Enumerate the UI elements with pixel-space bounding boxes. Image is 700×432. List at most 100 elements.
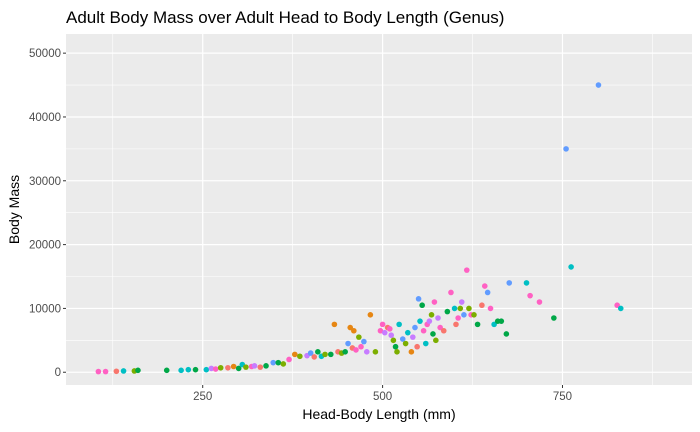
scatter-point — [399, 336, 406, 342]
scatter-point — [342, 349, 348, 355]
scatter-point — [498, 318, 505, 324]
scatter-point — [192, 366, 199, 373]
scatter-point — [102, 368, 109, 375]
scatter-point — [466, 305, 472, 312]
y-tick-label: 20000 — [29, 240, 61, 252]
scatter-point — [163, 367, 170, 374]
scatter-point — [251, 363, 258, 369]
scatter-point — [178, 367, 184, 374]
scatter-point — [363, 349, 370, 355]
scatter-point — [331, 321, 338, 328]
scatter-point — [361, 338, 367, 345]
scatter-point — [595, 82, 602, 88]
scatter-point — [471, 312, 477, 318]
scatter-point — [417, 318, 423, 324]
y-tick-label: 50000 — [29, 48, 61, 60]
scatter-point — [257, 364, 264, 370]
scatter-point — [444, 308, 451, 315]
grid-minor-lines — [66, 34, 692, 385]
scatter-point — [422, 340, 429, 347]
scatter-point — [431, 299, 438, 305]
y-tick-label: 10000 — [29, 303, 61, 315]
scatter-point — [551, 315, 557, 321]
scatter-point — [212, 366, 219, 372]
scatter-point — [402, 340, 409, 347]
scatter-point — [263, 363, 269, 369]
scatter-point — [217, 364, 224, 371]
scatter-point — [491, 321, 497, 328]
scatter-point — [396, 321, 402, 328]
chart-title: Adult Body Mass over Adult Head to Body … — [66, 8, 504, 27]
scatter-point — [347, 324, 354, 331]
scatter-point — [415, 296, 422, 302]
scatter-point — [412, 324, 418, 331]
scatter-point — [568, 264, 574, 270]
scatter-point — [286, 356, 292, 363]
scatter-point — [322, 351, 328, 358]
scatter-point — [292, 351, 298, 358]
scatter-point — [484, 289, 491, 296]
scatter-point — [381, 329, 388, 336]
scatter-point — [113, 368, 120, 375]
scatter-point — [426, 318, 433, 324]
scatter-point — [235, 365, 242, 372]
scatter-point — [243, 364, 249, 370]
scatter-point — [280, 361, 287, 367]
scatter-point — [457, 305, 464, 312]
scatter-point — [311, 354, 318, 360]
scatter-point — [437, 324, 443, 331]
x-tick-label: 500 — [373, 391, 392, 403]
x-axis-ticks: 250 500 750 — [193, 385, 572, 403]
scatter-point — [307, 350, 314, 356]
scatter-point — [506, 280, 513, 286]
scatter-point — [392, 343, 399, 350]
scatter-point — [408, 349, 415, 355]
y-tick-label: 30000 — [29, 176, 61, 188]
scatter-point — [386, 326, 393, 332]
scatter-point — [377, 327, 384, 334]
scatter-point — [453, 321, 459, 328]
scatter-point — [435, 315, 441, 321]
scatter-point — [414, 343, 420, 350]
scatter-point — [420, 327, 427, 334]
scatter-point — [390, 337, 397, 344]
scatter-point — [430, 331, 436, 337]
scatter-point — [404, 329, 411, 336]
scatter-point — [356, 334, 362, 340]
x-axis-title: Head-Body Length (mm) — [302, 406, 455, 422]
scatter-point — [358, 343, 364, 350]
scatter-point — [367, 312, 374, 318]
scatter-point — [527, 292, 533, 299]
scatter-point — [614, 302, 620, 309]
scatter-point — [275, 359, 282, 366]
x-tick-label: 750 — [553, 391, 572, 403]
scatter-point — [95, 368, 102, 375]
y-tick-label: 40000 — [29, 112, 61, 124]
scatter-point — [428, 312, 435, 318]
scatter-point — [388, 332, 395, 339]
scatter-point — [394, 349, 400, 355]
scatter-point — [451, 305, 458, 312]
scatter-point — [463, 267, 470, 273]
scatter-point — [448, 289, 454, 296]
scatter-point — [419, 302, 425, 309]
scatter-point — [474, 321, 481, 328]
scatter-point — [410, 334, 416, 340]
scatter-point — [458, 299, 465, 305]
scatter-point — [270, 359, 277, 366]
y-axis-ticks: 0 10000 20000 30000 40000 50000 — [29, 48, 66, 379]
y-axis-title: Body Mass — [6, 175, 22, 244]
scatter-point — [563, 146, 569, 152]
scatter-point — [351, 327, 357, 334]
data-points — [95, 82, 624, 375]
scatter-point — [345, 340, 351, 347]
scatter-point — [208, 365, 215, 372]
scatter-point — [461, 312, 467, 318]
scatter-point — [225, 364, 231, 371]
scatter-point — [536, 299, 543, 305]
scatter-point — [353, 347, 359, 353]
scatter-point — [379, 321, 386, 328]
scatter-point — [503, 331, 510, 337]
scatter-point — [135, 367, 141, 374]
